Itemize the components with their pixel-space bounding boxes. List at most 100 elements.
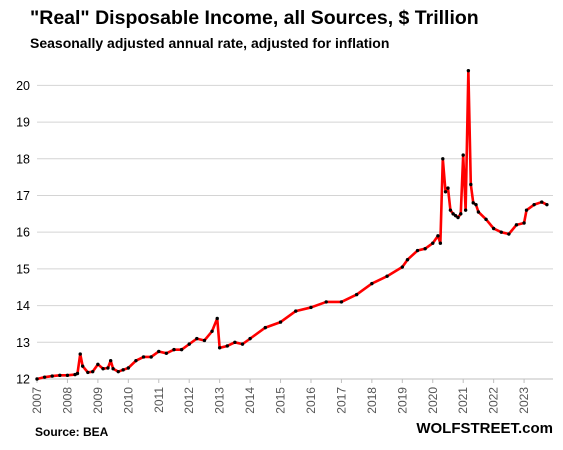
chart-title: "Real" Disposable Income, all Sources, $… [30, 7, 479, 29]
data-point [443, 190, 448, 194]
x-tick-label: 2021 [456, 387, 470, 414]
data-point [278, 320, 283, 324]
x-tick-label: 2019 [395, 387, 409, 414]
data-point [179, 347, 184, 352]
data-point [126, 366, 131, 370]
data-point [448, 208, 453, 212]
data-point [354, 292, 359, 297]
data-point [514, 223, 519, 227]
x-tick-label: 2008 [60, 387, 74, 414]
data-point [134, 358, 138, 363]
x-tick-label: 2015 [274, 387, 288, 414]
y-tick-label: 15 [16, 262, 30, 276]
brand-watermark: WOLFSTREET.com [416, 420, 553, 437]
data-point [476, 210, 481, 214]
data-point [75, 371, 80, 376]
data-point [164, 351, 169, 356]
data-point [65, 373, 70, 378]
data-point [456, 215, 460, 220]
data-point [469, 182, 473, 187]
data-point [217, 346, 222, 350]
data-point [423, 246, 427, 251]
x-tick-label: 2022 [487, 387, 501, 414]
y-tick-label: 18 [16, 152, 30, 166]
data-point [78, 352, 82, 356]
data-point [545, 202, 549, 207]
data-point [438, 241, 443, 245]
data-point [96, 362, 100, 367]
y-tick-label: 12 [16, 373, 30, 387]
data-point [446, 186, 450, 190]
data-point [248, 336, 252, 341]
x-tick-label: 2023 [517, 387, 531, 414]
data-point [474, 202, 478, 207]
data-point [225, 344, 229, 348]
data-point [405, 258, 410, 262]
y-tick-label: 17 [16, 189, 30, 203]
chart-subtitle: Seasonally adjusted annual rate, adjuste… [30, 35, 390, 51]
data-point [532, 202, 536, 207]
data-point [121, 368, 125, 372]
data-point [80, 364, 85, 368]
data-point [471, 201, 475, 205]
x-tick-label: 2011 [152, 387, 166, 413]
data-point [58, 373, 62, 378]
data-point [451, 212, 455, 216]
x-tick-label: 2014 [243, 387, 257, 414]
y-tick-label: 13 [16, 336, 30, 350]
x-tick-label: 2012 [182, 387, 196, 414]
data-point [461, 153, 465, 157]
data-point [172, 347, 176, 352]
data-point [187, 342, 191, 346]
data-point [441, 157, 445, 161]
data-point [491, 226, 496, 231]
data-point [195, 336, 199, 341]
x-tick-label: 2013 [213, 387, 227, 414]
data-point [385, 274, 389, 278]
data-point [215, 316, 219, 321]
data-point [339, 300, 344, 304]
data-point [507, 232, 511, 236]
data-point [86, 370, 90, 375]
data-point [240, 342, 245, 346]
y-tick-label: 14 [16, 299, 30, 313]
data-point [202, 338, 207, 343]
data-point [522, 221, 526, 225]
data-point [106, 366, 110, 370]
data-point [436, 234, 440, 238]
data-point [415, 248, 420, 253]
data-point [210, 329, 214, 333]
data-point [91, 369, 95, 374]
data-point [141, 355, 146, 359]
data-point [157, 349, 161, 354]
data-point [309, 305, 313, 310]
data-point [294, 309, 298, 313]
data-point [50, 374, 54, 378]
data-point [459, 212, 463, 216]
y-tick-label: 19 [16, 116, 30, 130]
x-tick-label: 2016 [304, 387, 318, 414]
x-tick-label: 2017 [334, 387, 348, 414]
data-point [453, 213, 458, 218]
x-tick-label: 2009 [91, 387, 105, 414]
data-point [111, 367, 115, 371]
y-tick-label: 16 [16, 226, 30, 240]
source-note: Source: BEA [35, 425, 109, 439]
data-point [463, 208, 468, 212]
x-tick-label: 2018 [365, 387, 379, 414]
data-point [324, 300, 328, 304]
x-tick-label: 2010 [121, 387, 135, 414]
data-point [116, 369, 120, 374]
data-point [431, 241, 435, 245]
data-point [499, 230, 503, 234]
x-tick-label: 2020 [426, 387, 440, 414]
data-point [149, 355, 153, 359]
data-point [540, 200, 544, 204]
x-tick-label: 2007 [30, 387, 44, 414]
data-point [524, 208, 529, 212]
data-point [108, 358, 113, 363]
data-point [400, 265, 405, 269]
data-point [233, 340, 237, 344]
series-line [35, 69, 549, 381]
